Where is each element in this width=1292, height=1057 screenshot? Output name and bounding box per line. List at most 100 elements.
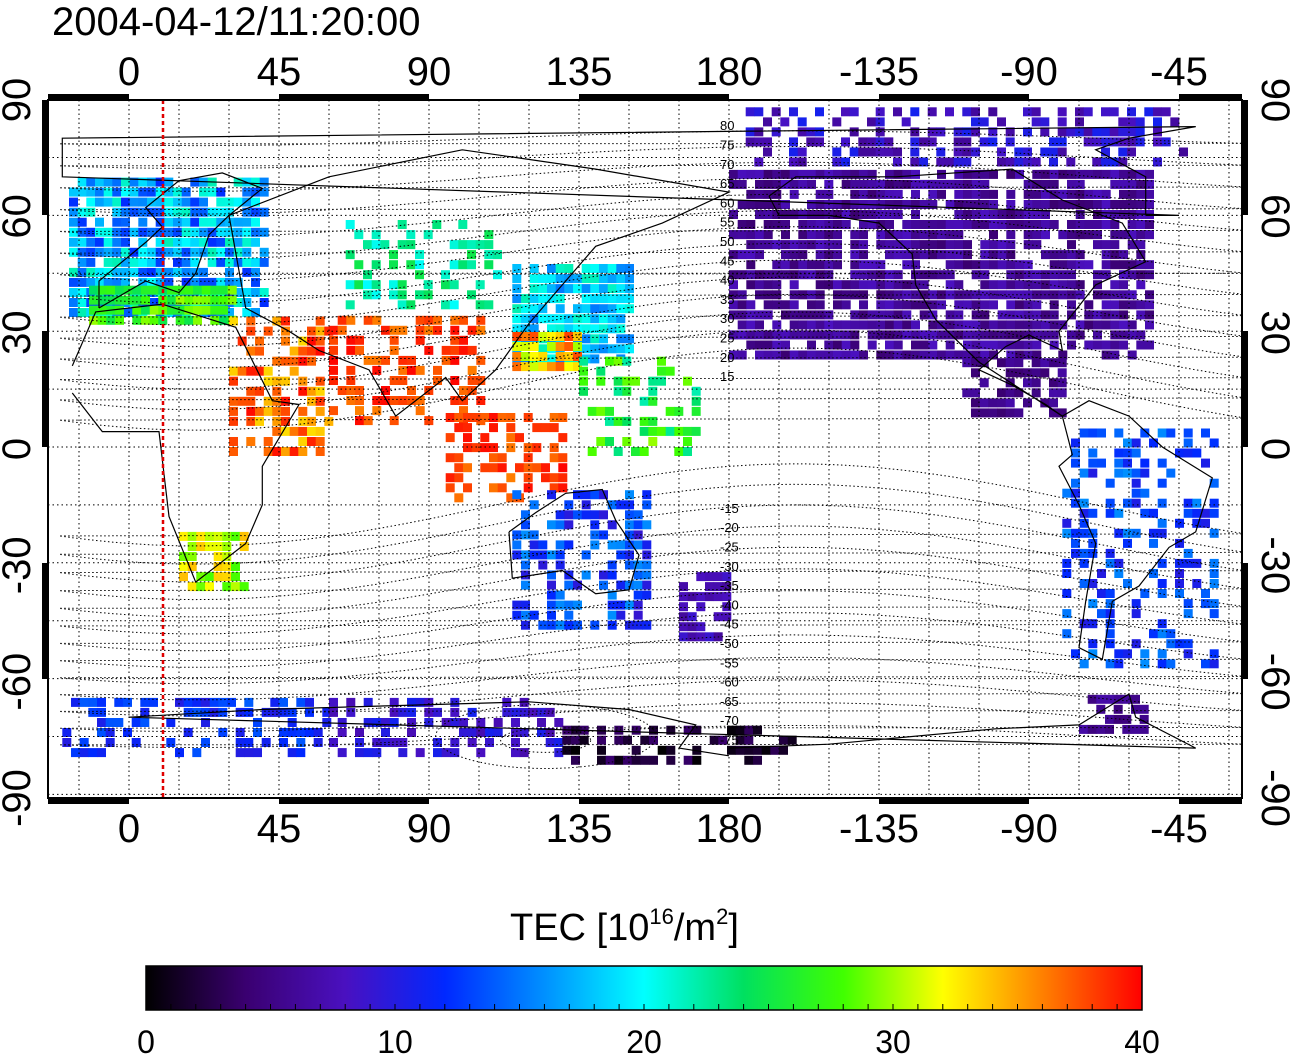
tec-patch (1113, 704, 1123, 714)
tec-patch (642, 580, 652, 590)
tec-patch (555, 264, 565, 273)
tec-patch (815, 220, 825, 229)
tec-patch (199, 207, 208, 217)
tec-patch (597, 725, 606, 735)
tec-patch (1131, 694, 1140, 704)
tec-patch (222, 572, 232, 582)
tec-patch (1005, 127, 1015, 137)
tec-patch (1114, 659, 1124, 669)
tec-patch (1097, 609, 1106, 619)
tec-patch (1093, 200, 1102, 209)
tec-patch (538, 540, 548, 550)
x-tick-label-bottom: 135 (546, 807, 613, 851)
tec-patch (1127, 137, 1136, 147)
colorbar-tick-label: 40 (1124, 1024, 1160, 1057)
tec-patch (476, 728, 486, 737)
tec-patch (722, 592, 732, 602)
tec-patch (746, 240, 756, 250)
tec-patch (1083, 107, 1093, 117)
tec-patch (1136, 189, 1146, 199)
tec-patch (833, 340, 842, 350)
tec-patch (928, 240, 938, 250)
tec-patch (928, 220, 938, 229)
tec-patch (979, 378, 989, 388)
tec-patch (467, 738, 477, 747)
tec-patch (815, 200, 825, 209)
tec-patch (649, 735, 658, 745)
left-scale-bar (42, 100, 48, 215)
tec-patch (272, 376, 282, 386)
tec-patch (1145, 230, 1154, 240)
tec-patch (859, 220, 868, 229)
tec-patch (493, 718, 503, 727)
tec-patch (979, 117, 989, 127)
contour-label: 70 (720, 157, 734, 172)
tec-patch (529, 284, 539, 294)
tec-patch (679, 622, 688, 632)
tec-patch (547, 264, 556, 273)
tec-patch (962, 137, 972, 147)
tec-patch (532, 443, 542, 453)
tec-patch (746, 320, 756, 330)
tec-patch (997, 310, 1007, 320)
tec-patch (841, 200, 851, 209)
tec-patch (963, 330, 972, 340)
tec-patch (1209, 569, 1219, 578)
tec-patch (692, 725, 702, 735)
tec-patch (1041, 220, 1050, 229)
tec-patch (573, 332, 582, 341)
tec-patch (129, 227, 139, 237)
tec-patch (989, 300, 998, 310)
tec-patch (665, 406, 675, 416)
tec-patch (564, 610, 574, 620)
tec-patch (1157, 659, 1167, 669)
tec-patch (219, 315, 228, 325)
tec-patch (729, 300, 738, 310)
tec-patch (547, 354, 556, 364)
tec-patch (893, 310, 903, 320)
tec-patch (1079, 659, 1089, 669)
tec-patch (919, 290, 929, 300)
tec-patch (281, 416, 290, 426)
tec-patch (1006, 169, 1016, 179)
tec-patch (859, 290, 868, 300)
tec-patch (1006, 220, 1016, 229)
tec-patch (876, 320, 886, 330)
tec-patch (225, 308, 234, 317)
tec-patch (138, 187, 148, 197)
tec-patch (196, 572, 206, 582)
tec-patch (1105, 694, 1114, 704)
tec-patch (833, 330, 842, 340)
tec-patch (770, 745, 780, 755)
tec-patch (1097, 428, 1106, 438)
tec-patch (1145, 220, 1154, 229)
tec-patch (781, 270, 790, 280)
tec-patch (1093, 210, 1102, 219)
tec-patch (222, 582, 232, 592)
tec-patch (255, 346, 264, 356)
tec-patch (441, 345, 451, 355)
tec-patch (554, 748, 564, 758)
tec-patch (201, 285, 211, 295)
tec-patch (789, 157, 798, 167)
tec-patch (798, 260, 808, 270)
tec-patch (1058, 350, 1068, 360)
tec-patch (1006, 340, 1016, 350)
tec-patch (781, 200, 790, 209)
tec-patch (841, 137, 850, 147)
tec-patch (573, 342, 582, 351)
tec-patch (1101, 240, 1111, 250)
tec-patch (242, 197, 252, 207)
tec-patch (581, 324, 591, 334)
tec-patch (1041, 169, 1050, 179)
tec-patch (687, 612, 697, 622)
tec-patch (1144, 107, 1154, 117)
tec-patch (329, 335, 338, 345)
tec-patch (573, 274, 582, 284)
tec-patch (980, 179, 990, 189)
tec-patch (1071, 538, 1080, 548)
tec-patch (1166, 629, 1176, 639)
y-tick-label-right: 30 (1253, 310, 1292, 355)
tec-patch (564, 314, 574, 324)
tec-patch (616, 580, 626, 590)
